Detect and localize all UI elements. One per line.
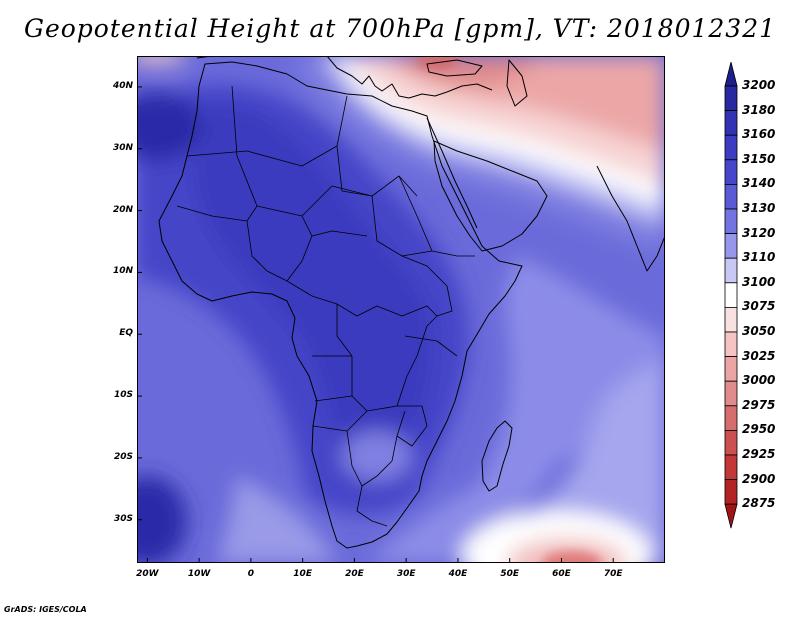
field-high-southwest: [137, 476, 187, 563]
colorbar-label-6: 3120: [742, 225, 776, 240]
india-coast: [596, 165, 665, 272]
colorbar-box-5: [724, 208, 738, 235]
colorbar-top-triangle: [724, 62, 738, 87]
lat-label-5: 10S: [113, 390, 133, 401]
colorbar-label-14: 2950: [742, 422, 776, 437]
black-sea: [426, 59, 483, 77]
colorbar-box-4: [724, 184, 738, 210]
lat-label-4: EQ: [119, 328, 133, 339]
colorbar-bottom-triangle: [724, 503, 738, 529]
lat-label-3: 10N: [112, 266, 133, 277]
lon-label-1: 10W: [187, 569, 211, 579]
colorbar-box-9: [724, 306, 738, 333]
geopotential-height-map: [137, 56, 665, 563]
lon-label-2: 0: [247, 569, 254, 579]
africa-coastline: [158, 61, 523, 549]
field-band-3110: [487, 356, 665, 563]
colorbar-label-5: 3130: [742, 201, 776, 215]
colorbar-label-0: 3200: [742, 78, 776, 92]
field-band-3120: [367, 256, 665, 563]
colorbar-box-0: [724, 85, 738, 112]
colorbar-label-8: 3100: [742, 274, 776, 289]
lat-label-1: 30N: [112, 142, 133, 153]
colorbar-label-11: 3025: [742, 348, 776, 363]
map-ticks: [137, 86, 614, 563]
lon-label-7: 50E: [500, 569, 520, 579]
colorbar-label-3: 3150: [742, 151, 776, 166]
lat-label-7: 30S: [113, 513, 133, 524]
colorbar-label-15: 2925: [742, 447, 776, 461]
colorbar-label-16: 2900: [742, 471, 776, 486]
colorbar-label-2: 3160: [742, 127, 776, 142]
red-sea: [426, 117, 478, 229]
field-low-southeast-core: [542, 551, 602, 563]
colorbar-label-17: 2875: [742, 496, 776, 511]
map-frame: [137, 56, 665, 563]
lon-label-5: 30E: [396, 569, 416, 579]
lon-label-0: 20W: [136, 569, 159, 579]
lon-label-3: 10E: [293, 569, 312, 579]
colorbar-box-11: [724, 356, 738, 382]
colorbar-box-13: [724, 405, 738, 431]
colorbar-box-10: [724, 331, 738, 358]
colorbar-label-4: 3140: [742, 176, 776, 191]
colorbar-box-7: [724, 257, 738, 284]
lat-label-0: 40N: [112, 80, 133, 91]
field-band-south-light: [217, 476, 337, 563]
colorbar-box-16: [724, 479, 738, 505]
lat-label-2: 20N: [112, 204, 133, 215]
lat-label-6: 20S: [113, 451, 133, 462]
colorbar-box-15: [724, 454, 738, 481]
colorbar-box-14: [724, 429, 738, 456]
madagascar: [481, 420, 513, 492]
field-south-light-oval: [342, 431, 412, 481]
credit-text: GrADS: IGES/COLA: [4, 605, 87, 614]
colorbar-box-6: [724, 233, 738, 259]
field-high-northwest: [137, 91, 202, 161]
field-band-3160: [195, 105, 431, 459]
caspian-sea: [506, 59, 528, 107]
colorbar-box-12: [724, 380, 738, 407]
colorbar-label-12: 3000: [742, 373, 776, 388]
colorbar-label-13: 2975: [742, 397, 776, 412]
colorbar-box-2: [724, 134, 738, 161]
colorbar-label-7: 3110: [742, 250, 776, 265]
colorbar-box-3: [724, 159, 738, 185]
colorbar-label-1: 3180: [742, 102, 776, 117]
colorbar-box-1: [724, 110, 738, 136]
arabian-peninsula: [433, 140, 548, 252]
lon-label-9: 70E: [603, 569, 623, 579]
lon-label-4: 20E: [345, 569, 364, 579]
field-northwest-corner: [137, 56, 187, 64]
colorbar-label-9: 3075: [742, 299, 776, 314]
map-title: Geopotential Height at 700hPa [gpm], VT:…: [23, 14, 777, 43]
lon-label-8: 60E: [552, 569, 571, 579]
country-borders: [176, 85, 475, 527]
colorbar: [724, 62, 738, 529]
coastlines: [158, 56, 665, 549]
colorbar-label-10: 3050: [742, 324, 776, 338]
colorbar-box-8: [724, 282, 738, 308]
lon-label-6: 40E: [448, 569, 468, 579]
